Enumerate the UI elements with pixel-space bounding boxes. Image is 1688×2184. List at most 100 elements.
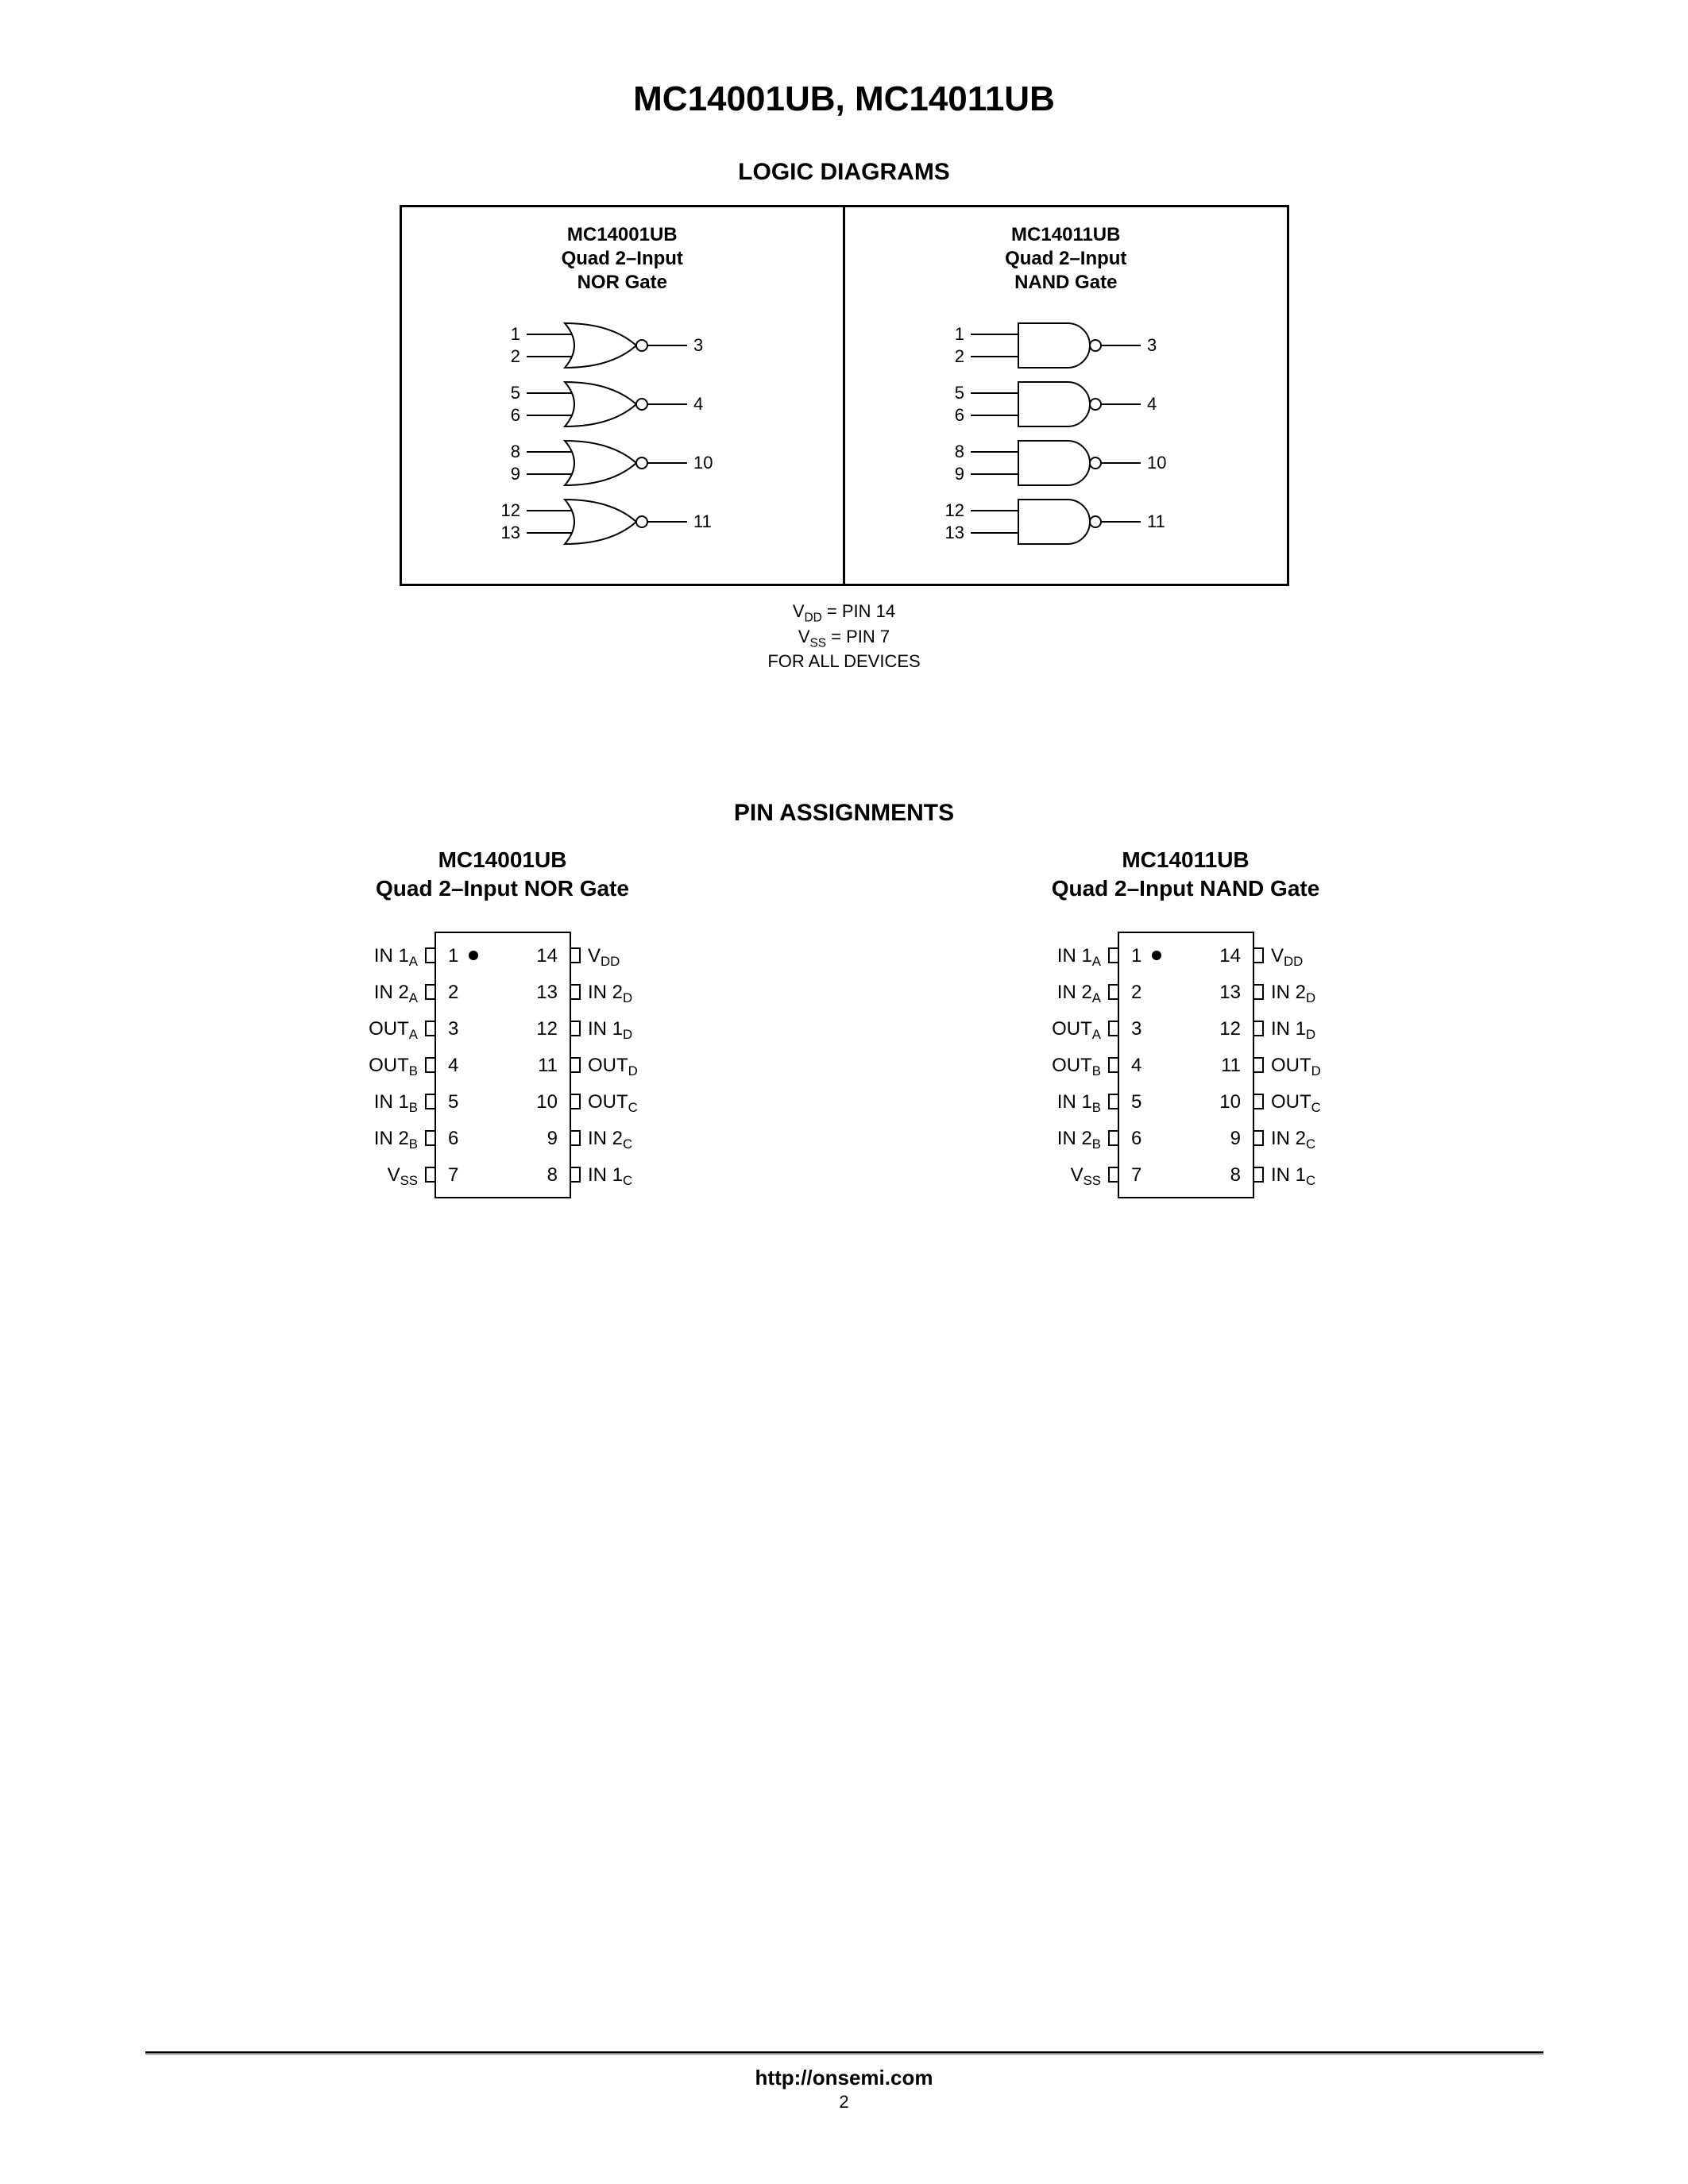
- dip-right-svg: 114IN 1AVDD213IN 2AIN 2D312OUTAIN 1D411O…: [979, 924, 1393, 1242]
- svg-text:13: 13: [944, 523, 964, 542]
- pin-right-heading: MC14011UB Quad 2–Input NAND Gate: [892, 846, 1480, 904]
- dip-right-wrap: 114IN 1AVDD213IN 2AIN 2D312OUTAIN 1D411O…: [892, 924, 1480, 1242]
- svg-text:1: 1: [448, 945, 458, 967]
- svg-text:IN 1D: IN 1D: [588, 1018, 632, 1042]
- pin-right-title1: MC14011UB: [1122, 847, 1249, 872]
- svg-text:IN 1D: IN 1D: [1271, 1018, 1315, 1042]
- pin-col-left: MC14001UB Quad 2–Input NOR Gate 1 14 IN 1A…: [209, 846, 797, 1242]
- svg-text:10: 10: [1219, 1091, 1241, 1113]
- svg-text:8: 8: [955, 442, 964, 461]
- footnote-l1-post: = PIN 14: [822, 601, 895, 621]
- footnote-l1-sub: DD: [805, 611, 822, 624]
- svg-text:IN 2B: IN 2B: [373, 1128, 417, 1152]
- svg-text:IN 1C: IN 1C: [588, 1164, 632, 1188]
- page-title: MC14001UB, MC14011UB: [0, 79, 1688, 119]
- footnote-line2: VSS = PIN 7: [798, 627, 890, 646]
- pin-left-heading: MC14001UB Quad 2–Input NOR Gate: [209, 846, 797, 904]
- svg-text:11: 11: [1221, 1055, 1241, 1076]
- svg-text:9: 9: [955, 464, 964, 484]
- svg-text:4: 4: [1147, 394, 1157, 414]
- svg-text:VDD: VDD: [1271, 945, 1303, 969]
- svg-text:9: 9: [547, 1128, 557, 1149]
- svg-text:IN 1B: IN 1B: [1056, 1091, 1100, 1115]
- logic-left-heading: MC14001UB Quad 2–Input NOR Gate: [402, 223, 844, 295]
- svg-text:7: 7: [448, 1164, 458, 1186]
- footnote-l2-sub: SS: [810, 636, 827, 650]
- pin-left-title1: MC14001UB: [438, 847, 567, 872]
- logic-right-panel: MC14011UB Quad 2–Input NAND Gate 1235648…: [843, 207, 1287, 584]
- svg-text:VDD: VDD: [588, 945, 620, 969]
- logic-diagram-box: MC14001UB Quad 2–Input NOR Gate 12356489…: [400, 205, 1289, 586]
- svg-text:11: 11: [693, 511, 712, 531]
- logic-right-title2: Quad 2–Input: [1005, 248, 1126, 269]
- svg-text:9: 9: [1230, 1128, 1240, 1149]
- svg-text:OUTD: OUTD: [588, 1055, 638, 1078]
- svg-text:5: 5: [955, 383, 964, 403]
- footer-rule: [145, 2051, 1543, 2055]
- logic-right-title3: NAND Gate: [1014, 272, 1117, 293]
- svg-text:IN 2C: IN 2C: [588, 1128, 632, 1152]
- svg-text:12: 12: [1219, 1018, 1241, 1040]
- svg-text:IN 2B: IN 2B: [1056, 1128, 1100, 1152]
- svg-text:3: 3: [693, 335, 703, 355]
- dip-left-svg: 114IN 1AVDD213IN 2AIN 2D312OUTAIN 1D411O…: [296, 924, 709, 1242]
- footnote-line3: FOR ALL DEVICES: [767, 651, 920, 671]
- logic-left-title3: NOR Gate: [577, 272, 667, 293]
- svg-text:11: 11: [538, 1055, 558, 1076]
- pin-section: PIN ASSIGNMENTS MC14001UB Quad 2–Input N…: [0, 800, 1688, 1242]
- svg-text:OUTC: OUTC: [588, 1091, 638, 1115]
- svg-text:2: 2: [448, 982, 458, 1003]
- svg-text:5: 5: [448, 1091, 458, 1113]
- logic-section-title: LOGIC DIAGRAMS: [0, 159, 1688, 186]
- nor-gates-svg: 1235648910121311: [455, 306, 789, 560]
- logic-left-title1: MC14001UB: [567, 224, 678, 245]
- svg-text:6: 6: [1131, 1128, 1141, 1149]
- svg-text:8: 8: [547, 1164, 557, 1186]
- pin-columns: MC14001UB Quad 2–Input NOR Gate 114IN 1A…: [209, 846, 1480, 1242]
- svg-text:5: 5: [1131, 1091, 1141, 1113]
- svg-text:12: 12: [501, 500, 520, 520]
- footnote-l2-post: = PIN 7: [826, 627, 890, 646]
- pin-section-title: PIN ASSIGNMENTS: [0, 800, 1688, 827]
- svg-text:13: 13: [536, 982, 558, 1003]
- footnote-l1-pre: V: [793, 601, 805, 621]
- logic-footnote: VDD = PIN 14 VSS = PIN 7 FOR ALL DEVICES: [0, 600, 1688, 673]
- svg-text:14: 14: [536, 945, 558, 967]
- page: MC14001UB, MC14011UB LOGIC DIAGRAMS MC14…: [0, 0, 1688, 2184]
- logic-right-title1: MC14011UB: [1011, 224, 1120, 245]
- svg-text:8: 8: [511, 442, 520, 461]
- svg-text:OUTD: OUTD: [1271, 1055, 1321, 1078]
- svg-text:IN 2A: IN 2A: [373, 982, 418, 1005]
- logic-left-title2: Quad 2–Input: [562, 248, 683, 269]
- svg-text:2: 2: [511, 346, 520, 366]
- svg-text:OUTB: OUTB: [1052, 1055, 1101, 1078]
- svg-text:IN 2A: IN 2A: [1056, 982, 1101, 1005]
- svg-text:OUTA: OUTA: [1052, 1018, 1102, 1042]
- svg-text:OUTA: OUTA: [369, 1018, 419, 1042]
- svg-text:9: 9: [511, 464, 520, 484]
- svg-text:6: 6: [511, 405, 520, 425]
- svg-text:IN 2C: IN 2C: [1271, 1128, 1315, 1152]
- svg-text:OUTC: OUTC: [1271, 1091, 1321, 1115]
- logic-right-heading: MC14011UB Quad 2–Input NAND Gate: [845, 223, 1287, 295]
- pin-left-title2: Quad 2–Input NOR Gate: [376, 876, 629, 901]
- svg-text:IN 2D: IN 2D: [588, 982, 632, 1005]
- svg-text:IN 1C: IN 1C: [1271, 1164, 1315, 1188]
- footnote-l2-pre: V: [798, 627, 810, 646]
- svg-text:4: 4: [1131, 1055, 1141, 1076]
- svg-text:12: 12: [944, 500, 964, 520]
- svg-text:IN 1A: IN 1A: [373, 945, 418, 969]
- svg-text:1: 1: [1131, 945, 1141, 967]
- svg-text:3: 3: [1147, 335, 1157, 355]
- nand-gates-svg: 1235648910121311: [899, 306, 1233, 560]
- page-footer: http://onsemi.com 2: [0, 2051, 1688, 2113]
- footnote-line1: VDD = PIN 14: [793, 601, 895, 621]
- svg-text:OUTB: OUTB: [369, 1055, 418, 1078]
- svg-text:4: 4: [693, 394, 703, 414]
- svg-text:IN 2D: IN 2D: [1271, 982, 1315, 1005]
- pin-col-right: MC14011UB Quad 2–Input NAND Gate 11 4 IN 1…: [892, 846, 1480, 1242]
- svg-text:8: 8: [1230, 1164, 1240, 1186]
- logic-left-panel: MC14001UB Quad 2–Input NOR Gate 12356489…: [402, 207, 844, 584]
- svg-text:13: 13: [1219, 982, 1241, 1003]
- svg-text:1: 1: [955, 324, 964, 344]
